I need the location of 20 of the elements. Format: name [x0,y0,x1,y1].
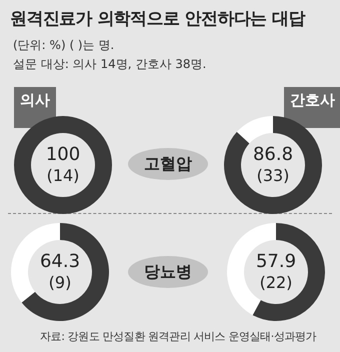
text: (22) [260,273,292,292]
text: (14) [46,166,80,185]
data-label: 57.9 [256,251,296,272]
data-label: 86.8 [252,144,294,165]
chart-title: 간호사 [284,87,340,128]
text: (33) [256,166,290,185]
donut-slice [22,223,109,321]
text: 당뇨병 [128,256,208,288]
text: 설문 대상: 의사 14명, 간호사 38명. [13,56,206,73]
text: 고혈압 [128,148,208,180]
data-label: 100 [46,144,80,165]
text: (9) [48,273,72,292]
text: 자료: 강원도 만성질환 원격관리 서비스 운영실태·성과평가 [40,329,316,344]
donut-slice [252,223,325,321]
text: (단위: %) ( )는 명. [13,37,114,54]
text: 원격진료가 의학적으로 안전하다는 대답 [10,8,305,30]
donut-slice [224,116,322,214]
chart-title: 의사 [14,87,56,128]
donut-slice [236,116,273,144]
data-label: 64.3 [40,251,80,272]
